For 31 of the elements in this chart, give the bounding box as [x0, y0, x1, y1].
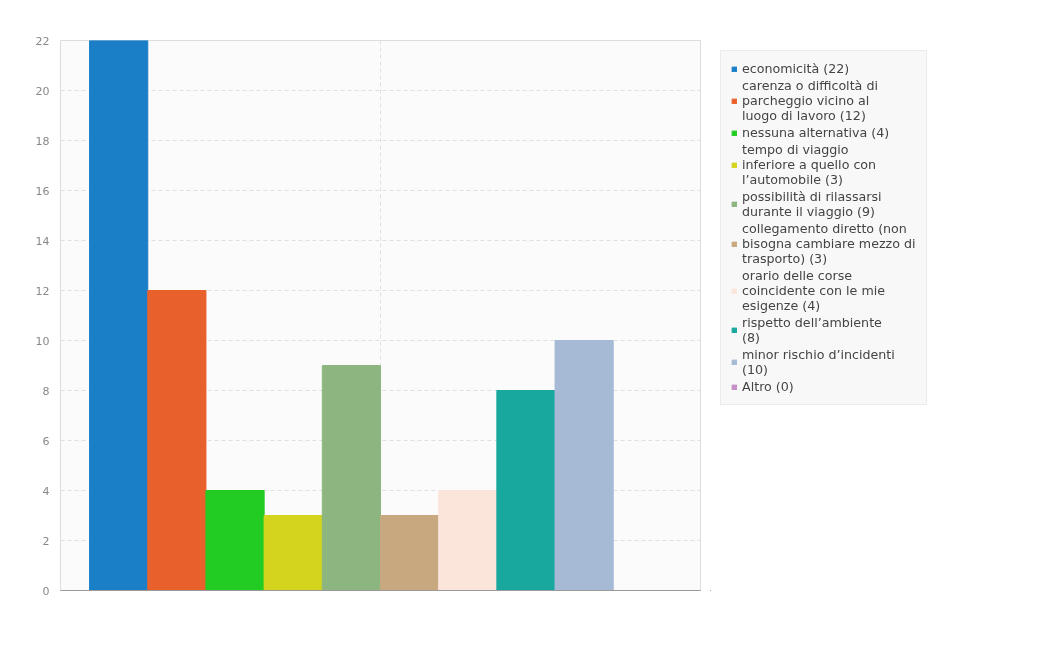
y-tick-label: 8 — [42, 384, 50, 398]
legend-label: tempo di viaggio inferiore a quello con l’automobile (3) — [742, 142, 877, 187]
y-tick-label: 10 — [35, 334, 50, 348]
bar — [321, 365, 381, 591]
bar — [89, 40, 149, 591]
y-tick-label: 2 — [42, 534, 50, 548]
y-tick-label: 22 — [35, 34, 50, 48]
bar — [147, 290, 207, 591]
y-tick-label: 4 — [42, 484, 50, 498]
legend-label: minor rischio d’incidenti (10) — [742, 347, 895, 377]
y-tick-label: 12 — [35, 284, 50, 298]
legend-label: collegamento diretto (non bisogna cambiare mezzo di trasporto) (3) — [742, 221, 916, 266]
y-tick-label: 14 — [35, 234, 50, 248]
legend-label: economicità (22) — [742, 61, 850, 76]
bar — [496, 390, 556, 591]
bar — [554, 340, 614, 591]
legend-label: nessuna alternativa (4) — [742, 125, 890, 140]
y-tick-label: 0 — [42, 584, 50, 598]
y-tick-label: 16 — [35, 184, 50, 198]
bar — [263, 515, 323, 591]
legend-label: possibilità di rilassarsi durante il viaggio (9) — [742, 189, 882, 219]
legend-label: carenza o difficoltà di parcheggio vicino al luogo di lavoro (12) — [742, 78, 878, 123]
y-tick-label: 6 — [42, 434, 50, 448]
y-tick-label: 20 — [35, 84, 50, 98]
bar — [438, 490, 498, 591]
bar — [205, 490, 265, 591]
y-tick-label: 18 — [35, 134, 50, 148]
legend-label: Altro (0) — [742, 379, 794, 394]
bar — [380, 515, 440, 591]
legend-label: orario delle corse coincidente con le mie esigenze (4) — [742, 268, 886, 313]
legend-label: rispetto dell’ambiente (8) — [742, 315, 882, 345]
